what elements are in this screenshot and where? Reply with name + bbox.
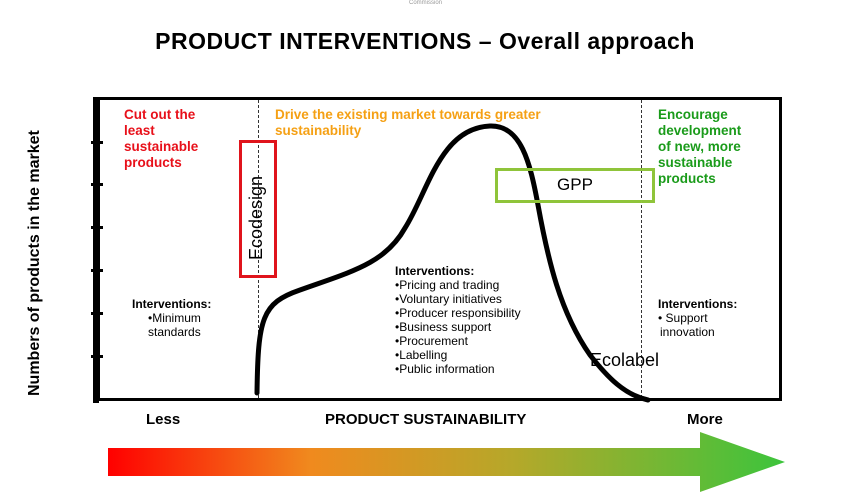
intervention-item: •Pricing and trading xyxy=(395,278,500,292)
heading-line: Drive the existing market towards greate… xyxy=(275,107,541,122)
right-interventions: Interventions: • Support innovation xyxy=(658,297,737,339)
x-axis-center-label: PRODUCT SUSTAINABILITY xyxy=(325,411,527,428)
y-axis-line xyxy=(93,97,99,403)
intervention-item: •Producer responsibility xyxy=(395,306,521,320)
heading-line: least xyxy=(124,123,155,138)
y-axis-tick xyxy=(91,355,103,358)
y-axis-tick xyxy=(91,141,103,144)
intervention-item: •Procurement xyxy=(395,334,468,348)
heading-line: products xyxy=(658,171,716,186)
intervention-item: •Public information xyxy=(395,362,495,376)
market-distribution-curve xyxy=(254,123,651,403)
heading-line: of new, more xyxy=(658,139,741,154)
middle-interventions: Interventions: •Pricing and trading •Vol… xyxy=(395,264,521,376)
intervention-item: standards xyxy=(148,325,201,339)
y-axis-tick xyxy=(91,226,103,229)
x-axis-left-label: Less xyxy=(146,411,181,428)
zone-divider-left xyxy=(258,100,259,398)
heading-line: products xyxy=(124,155,182,170)
intervention-item: •Labelling xyxy=(395,348,448,362)
heading-line: sustainable xyxy=(658,155,733,170)
gpp-label: GPP xyxy=(557,175,593,194)
intervention-item: innovation xyxy=(660,325,715,339)
y-axis-tick xyxy=(91,269,103,272)
heading-line: Encourage xyxy=(658,107,728,122)
interventions-title: Interventions: xyxy=(658,297,738,311)
y-axis-tick xyxy=(91,312,103,315)
interventions-title: Interventions: xyxy=(132,297,212,311)
ecodesign-box xyxy=(239,140,277,278)
intervention-item: • Support xyxy=(658,311,708,325)
zone-right-heading: Encourage development of new, more susta… xyxy=(658,107,778,187)
zone-left-heading: Cut out the least sustainable products xyxy=(124,107,249,171)
intervention-item: •Business support xyxy=(395,320,492,334)
zone-middle-heading: Drive the existing market towards greate… xyxy=(275,107,640,139)
left-interventions: Interventions: •Minimum standards xyxy=(132,297,211,339)
zone-divider-right xyxy=(641,100,642,398)
sustainability-gradient-arrow xyxy=(108,432,785,492)
top-note: Commission xyxy=(409,0,443,6)
ecolabel-label: Ecolabel xyxy=(590,350,660,370)
interventions-title: Interventions: xyxy=(395,264,475,278)
intervention-item: •Voluntary initiatives xyxy=(395,292,502,306)
x-axis-right-label: More xyxy=(687,411,723,428)
page-title: PRODUCT INTERVENTIONS – Overall approach xyxy=(155,28,695,54)
heading-line: sustainable xyxy=(124,139,199,154)
gpp-box xyxy=(495,168,655,203)
heading-line: Cut out the xyxy=(124,107,196,122)
y-axis-tick xyxy=(91,183,103,186)
intervention-item: •Minimum xyxy=(148,311,201,325)
heading-line: development xyxy=(658,123,742,138)
heading-line: sustainability xyxy=(275,123,362,138)
